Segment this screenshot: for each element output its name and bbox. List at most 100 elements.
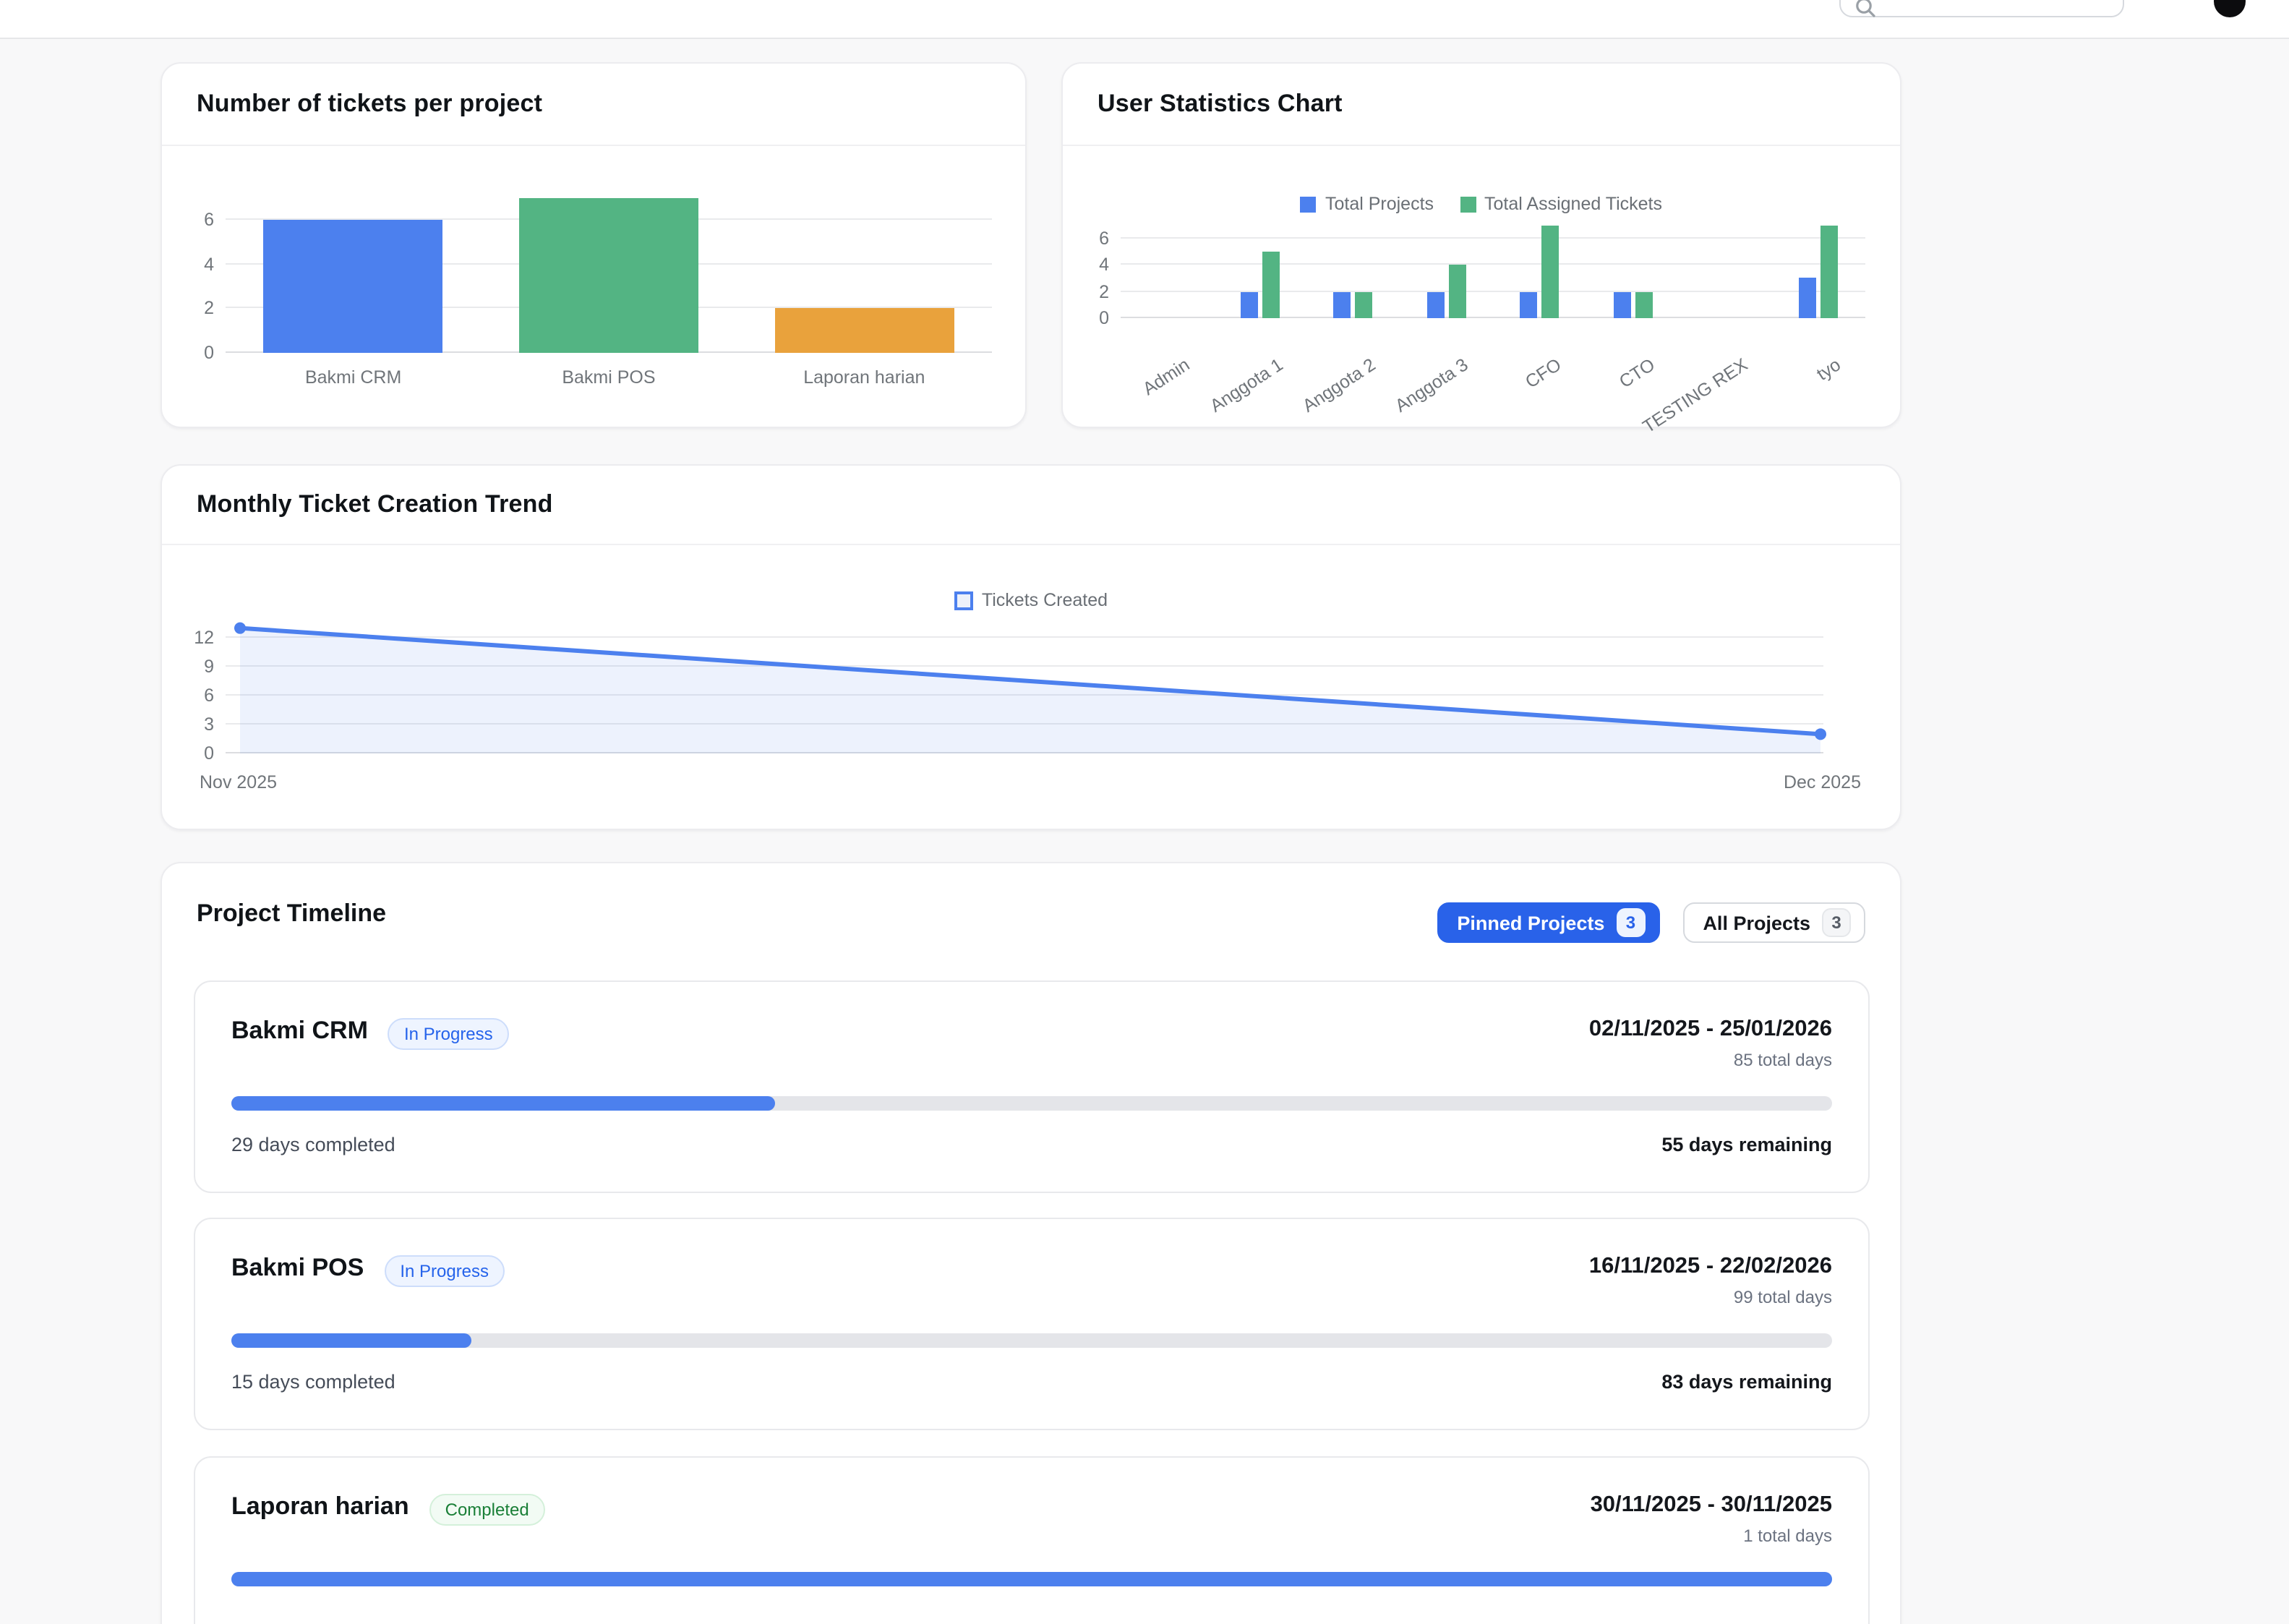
trend-line-svg (234, 622, 1826, 753)
bar-bakmi-pos (519, 197, 698, 353)
bar-anggota-1 (1241, 291, 1259, 318)
monthly-trend-card: Monthly Ticket Creation Trend Tickets Cr… (161, 464, 1901, 830)
bar-anggota-3 (1426, 291, 1445, 318)
x-category-label: Bakmi POS (562, 367, 656, 388)
pinned-projects-button[interactable]: Pinned Projects 3 (1437, 902, 1660, 943)
date-range: 30/11/2025 - 30/11/2025 (1590, 1492, 1832, 1517)
days-completed: 29 days completed (231, 1134, 395, 1155)
search-icon (1856, 0, 1875, 17)
legend-swatch-hollow-blue (954, 591, 973, 610)
x-category-label: Laporan harian (803, 367, 925, 388)
card-title: Monthly Ticket Creation Trend (197, 490, 553, 518)
bar-cfo (1541, 225, 1559, 318)
legend-item-tickets-created: Tickets Created (954, 590, 1108, 610)
progress-bar (231, 1096, 1832, 1111)
button-label: All Projects (1703, 912, 1810, 933)
tickets-per-project-card: Number of tickets per project 0 2 4 6 Bakmi … (161, 62, 1027, 428)
x-category-label: Anggota 2 (1298, 354, 1379, 416)
x-axis-label-end: Dec 2025 (1783, 772, 1861, 792)
top-bar (0, 0, 2289, 39)
project-name: Bakmi CRM (231, 1017, 368, 1044)
card-header: Monthly Ticket Creation Trend (162, 466, 1900, 545)
project-name: Bakmi POS (231, 1254, 364, 1281)
bar-anggota-2 (1355, 291, 1373, 318)
user-avatar[interactable] (2214, 0, 2246, 17)
y-tick-label: 0 (1099, 308, 1109, 328)
days-remaining: 55 days remaining (1661, 1134, 1832, 1155)
x-category-label: TESTING REX (1639, 354, 1752, 437)
monthly-trend-chart: Tickets Created 0 3 6 9 12 Nov 2025 Dec 2025 (162, 545, 1900, 830)
status-badge: In Progress (388, 1018, 509, 1050)
chart-legend: Total Projects Total Assigned Tickets (1063, 194, 1900, 214)
progress-fill (231, 1096, 776, 1111)
card-header: Number of tickets per project (162, 64, 1025, 146)
timeline-filters: Pinned Projects 3 All Projects 3 (1437, 902, 1865, 943)
gridline (1121, 236, 1865, 239)
all-projects-button[interactable]: All Projects 3 (1682, 902, 1865, 943)
button-label: Pinned Projects (1457, 912, 1605, 933)
user-statistics-chart: Total Projects Total Assigned Tickets 0 2… (1063, 146, 1900, 437)
section-title: Project Timeline (197, 899, 387, 927)
days-remaining: 83 days remaining (1661, 1371, 1832, 1393)
gridline (226, 665, 1823, 667)
bar-anggota-1 (1262, 252, 1280, 318)
x-category-label: CFO (1522, 354, 1565, 393)
bar-laporan-harian (774, 308, 954, 353)
x-category-label: Anggota 1 (1205, 354, 1286, 416)
legend-label: Total Projects (1325, 194, 1434, 214)
x-axis-label-start: Nov 2025 (200, 772, 278, 792)
legend-label: Tickets Created (981, 590, 1108, 610)
progress-fill (231, 1333, 472, 1348)
chart-legend: Tickets Created (162, 590, 1900, 610)
date-range: 02/11/2025 - 25/01/2026 (1588, 1017, 1832, 1041)
legend-swatch-green (1460, 196, 1476, 212)
user-statistics-card: User Statistics Chart Total Projects Tot… (1061, 62, 1901, 437)
search-input[interactable] (1839, 0, 2124, 17)
count-badge: 3 (1616, 908, 1646, 937)
legend-label: Total Assigned Tickets (1484, 194, 1662, 214)
gridline (1121, 263, 1865, 265)
project-card-laporan-harian: Laporan harian Completed 30/11/2025 - 30… (194, 1456, 1870, 1624)
x-category-label: Anggota 3 (1392, 354, 1473, 416)
y-tick-label: 6 (204, 209, 214, 230)
gridline (226, 636, 1823, 638)
y-tick-label: 2 (204, 298, 214, 319)
card-header: User Statistics Chart (1063, 64, 1900, 146)
project-card-bakmi-crm: Bakmi CRM In Progress 02/11/2025 - 25/01… (194, 980, 1870, 1193)
project-card-bakmi-pos: Bakmi POS In Progress 16/11/2025 - 22/02… (194, 1218, 1870, 1430)
progress-fill (231, 1572, 1832, 1586)
count-badge: 3 (1822, 908, 1851, 937)
gridline (226, 723, 1823, 725)
x-category-label: Admin (1139, 354, 1193, 400)
bar-cfo (1520, 291, 1538, 318)
y-tick-label: 9 (204, 657, 214, 677)
total-days: 85 total days (1733, 1050, 1832, 1070)
x-category-label: Bakmi CRM (304, 367, 402, 388)
tickets-per-project-chart: 0 2 4 6 Bakmi CRM Bakmi POS Laporan harian (162, 146, 1025, 428)
status-badge: Completed (429, 1494, 545, 1526)
y-tick-label: 6 (204, 685, 214, 706)
y-tick-label: 3 (204, 714, 214, 735)
total-days: 99 total days (1733, 1287, 1832, 1307)
y-tick-label: 4 (1099, 255, 1109, 275)
y-tick-label: 4 (204, 254, 214, 275)
legend-item-total-projects: Total Projects (1300, 194, 1434, 214)
x-category-label: CTO (1615, 354, 1659, 393)
bar-tyo (1799, 278, 1817, 318)
legend-item-total-assigned-tickets: Total Assigned Tickets (1460, 194, 1662, 214)
bar-cto (1635, 291, 1653, 318)
bar-tyo (1820, 225, 1839, 318)
card-title: Number of tickets per project (197, 90, 543, 117)
y-tick-label: 2 (1099, 281, 1109, 302)
y-tick-label: 6 (1099, 228, 1109, 249)
x-category-label: tyo (1813, 354, 1845, 385)
total-days: 1 total days (1743, 1526, 1832, 1546)
gridline (226, 752, 1823, 753)
bar-anggota-3 (1448, 265, 1466, 318)
legend-swatch-blue (1300, 196, 1317, 212)
project-name: Laporan harian (231, 1492, 409, 1520)
gridline (1121, 290, 1865, 292)
project-timeline-card: Project Timeline Pinned Projects 3 All P… (161, 862, 1901, 1624)
date-range: 16/11/2025 - 22/02/2026 (1588, 1254, 1832, 1278)
status-badge: In Progress (384, 1255, 505, 1287)
